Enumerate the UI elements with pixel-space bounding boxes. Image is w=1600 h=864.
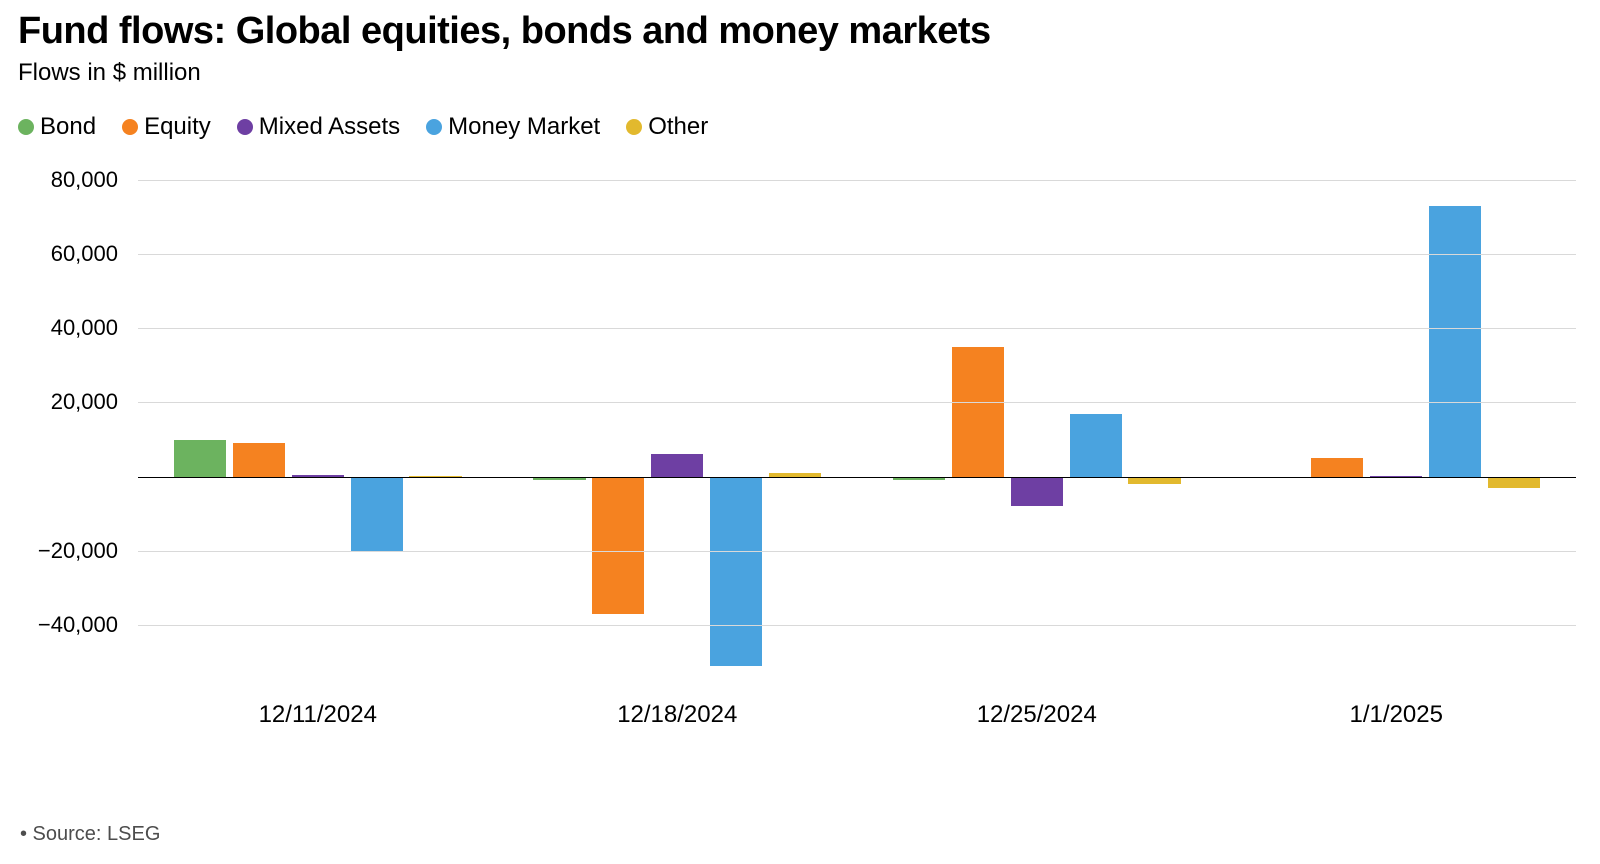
x-tick-label: 1/1/2025 bbox=[1350, 701, 1443, 729]
chart-footer: • Source: LSEG bbox=[20, 823, 160, 846]
legend-label: Other bbox=[648, 113, 708, 141]
bar bbox=[592, 477, 644, 614]
plot-area bbox=[138, 161, 1576, 681]
legend-label: Mixed Assets bbox=[259, 113, 400, 141]
y-axis-labels: −40,000 −20,000 20,000 40,000 60,000 80,000 bbox=[18, 161, 128, 721]
legend-label: Equity bbox=[144, 113, 211, 141]
chart-title: Fund flows: Global equities, bonds and m… bbox=[18, 10, 1576, 53]
y-tick-label: −40,000 bbox=[38, 612, 118, 638]
bar bbox=[174, 440, 226, 477]
legend-label: Money Market bbox=[448, 113, 600, 141]
legend-item: Money Market bbox=[426, 113, 600, 141]
bar bbox=[651, 454, 703, 476]
legend-swatch bbox=[626, 119, 642, 135]
legend-swatch bbox=[122, 119, 138, 135]
bars-layer bbox=[138, 161, 1576, 681]
grid-line bbox=[138, 402, 1576, 403]
bar bbox=[1429, 206, 1481, 477]
y-tick-label: 60,000 bbox=[51, 241, 118, 267]
chart-area: −40,000−20,00020,00040,00060,00080,000 1… bbox=[18, 161, 1576, 721]
bar bbox=[1488, 477, 1540, 488]
legend-swatch bbox=[237, 119, 253, 135]
bar bbox=[710, 477, 762, 666]
x-tick-label: 12/25/2024 bbox=[977, 701, 1097, 729]
bar bbox=[1311, 458, 1363, 477]
y-tick-label: 80,000 bbox=[51, 167, 118, 193]
bar bbox=[351, 477, 403, 551]
zero-line bbox=[138, 477, 1576, 478]
legend-label: Bond bbox=[40, 113, 96, 141]
legend-item: Bond bbox=[18, 113, 96, 141]
chart-container: Fund flows: Global equities, bonds and m… bbox=[0, 0, 1600, 864]
x-tick-label: 12/11/2024 bbox=[259, 701, 377, 729]
bar bbox=[1128, 477, 1180, 484]
y-tick-label: 20,000 bbox=[51, 389, 118, 415]
legend-item: Mixed Assets bbox=[237, 113, 400, 141]
grid-line bbox=[138, 625, 1576, 626]
grid-line bbox=[138, 180, 1576, 181]
bar bbox=[233, 443, 285, 476]
y-tick-label: −20,000 bbox=[38, 538, 118, 564]
grid-line bbox=[138, 254, 1576, 255]
grid-line bbox=[138, 328, 1576, 329]
legend-swatch bbox=[18, 119, 34, 135]
legend-swatch bbox=[426, 119, 442, 135]
legend-item: Equity bbox=[122, 113, 211, 141]
bar bbox=[1011, 477, 1063, 507]
grid-line bbox=[138, 551, 1576, 552]
chart-subtitle: Flows in $ million bbox=[18, 59, 1576, 87]
bar bbox=[952, 347, 1004, 477]
y-tick-label: 40,000 bbox=[51, 315, 118, 341]
x-tick-label: 12/18/2024 bbox=[617, 701, 737, 729]
legend-item: Other bbox=[626, 113, 708, 141]
legend: Bond Equity Mixed Assets Money Market Other bbox=[18, 113, 1576, 141]
bar bbox=[1070, 414, 1122, 477]
